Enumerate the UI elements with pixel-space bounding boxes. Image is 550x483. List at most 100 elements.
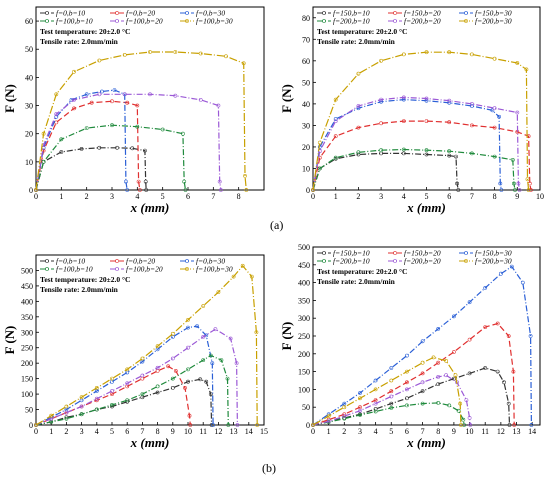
x-axis-label: x (mm) [406, 200, 446, 215]
x-tick-label: 0 [34, 427, 38, 436]
x-tick-label: 0 [34, 192, 38, 201]
legend-marker [464, 11, 468, 15]
y-tick-label: 150 [21, 375, 33, 384]
data-point [404, 387, 409, 392]
legend-marker [185, 259, 189, 263]
data-point [186, 345, 190, 350]
y-tick-label: 50 [25, 406, 33, 415]
data-point [431, 355, 436, 360]
data-point [135, 124, 140, 129]
data-point [333, 117, 338, 121]
data-point [155, 365, 160, 370]
legend-label: f=0,b=20 [126, 9, 155, 18]
data-point [125, 188, 130, 192]
data-point [201, 334, 206, 339]
x-tick-label: 11 [481, 427, 489, 436]
y-tick-label: 40 [302, 100, 310, 109]
y-tick-label: 40 [25, 73, 33, 82]
y-tick-label: 350 [21, 313, 33, 322]
legend-label: f=200,b=10 [333, 257, 370, 266]
data-point [358, 413, 362, 417]
y-tick-label: 200 [298, 350, 310, 359]
data-point [110, 376, 114, 381]
data-point [424, 148, 429, 153]
series-line-0 [312, 152, 459, 191]
data-point [469, 52, 474, 57]
data-point [467, 371, 472, 376]
data-point [110, 99, 114, 104]
data-point [467, 300, 472, 305]
data-point [115, 145, 120, 150]
plot-frame [35, 254, 265, 426]
data-point [97, 92, 102, 97]
data-point [155, 390, 160, 395]
x-tick-label: 11 [199, 427, 207, 436]
data-point [110, 402, 114, 407]
data-point [436, 400, 441, 405]
data-point [183, 385, 187, 390]
data-point [94, 396, 99, 401]
data-point [241, 61, 246, 66]
x-tick-label: 6 [405, 427, 409, 436]
data-point [510, 157, 515, 162]
data-point [389, 394, 394, 399]
series-line-5 [312, 356, 462, 426]
x-tick-label: 10 [466, 427, 474, 436]
series-line-1 [312, 120, 532, 191]
y-tick-label: 60 [302, 57, 310, 66]
data-point [467, 415, 472, 420]
y-tick-label: 500 [298, 243, 310, 252]
data-point [255, 423, 260, 427]
tensile-rate-note: Tensile rate: 2.0mm/min [317, 37, 396, 46]
data-point [389, 405, 394, 410]
data-point [464, 398, 469, 403]
x-tick-label: 5 [425, 192, 429, 201]
data-point [234, 361, 239, 366]
data-point [170, 385, 175, 390]
y-tick-label: 20 [302, 143, 310, 152]
data-point [401, 52, 406, 57]
x-tick-label: 4 [95, 427, 99, 436]
data-point [528, 334, 533, 338]
data-point [373, 387, 378, 392]
data-point [64, 415, 69, 420]
data-point [160, 127, 165, 132]
data-point [373, 378, 378, 383]
legend-label: f=0,b=10 [56, 9, 85, 18]
data-point [358, 405, 362, 410]
data-point [125, 381, 130, 386]
legend-marker [185, 11, 189, 15]
y-tick-label: 50 [302, 78, 310, 87]
data-point [317, 166, 322, 171]
data-point [513, 188, 517, 192]
data-point [401, 147, 406, 152]
test-temperature-note: Test temperature: 20±2.0 °C [317, 267, 407, 276]
x-tick-label: 8 [436, 427, 440, 436]
data-point [170, 334, 175, 339]
x-tick-label: 8 [156, 427, 160, 436]
legend-label: f=100,b=20 [126, 265, 163, 274]
data-point [420, 401, 425, 406]
data-point [208, 353, 213, 358]
y-tick-label: 80 [302, 14, 310, 23]
data-point [469, 104, 474, 108]
data-point [509, 264, 514, 269]
legend-label: f=150,b=30 [475, 9, 512, 18]
y-tick-label: 400 [298, 279, 310, 288]
legend-label: f=0,b=10 [56, 257, 85, 266]
x-tick-label: 10 [536, 192, 544, 201]
data-point [155, 344, 160, 349]
legend-marker [45, 11, 49, 15]
data-point [356, 104, 361, 108]
data-point [72, 106, 76, 111]
x-tick-label: 1 [49, 427, 53, 436]
x-tick-label: 3 [80, 427, 84, 436]
series-line-2 [312, 265, 533, 426]
y-tick-label: 30 [302, 121, 310, 130]
data-point [34, 423, 38, 427]
y-tick-label: 0 [306, 186, 310, 195]
tensile-rate-note: Tensile rate: 2.0mm/min [317, 277, 396, 286]
x-tick-label: 12 [214, 427, 222, 436]
data-point [358, 391, 362, 395]
